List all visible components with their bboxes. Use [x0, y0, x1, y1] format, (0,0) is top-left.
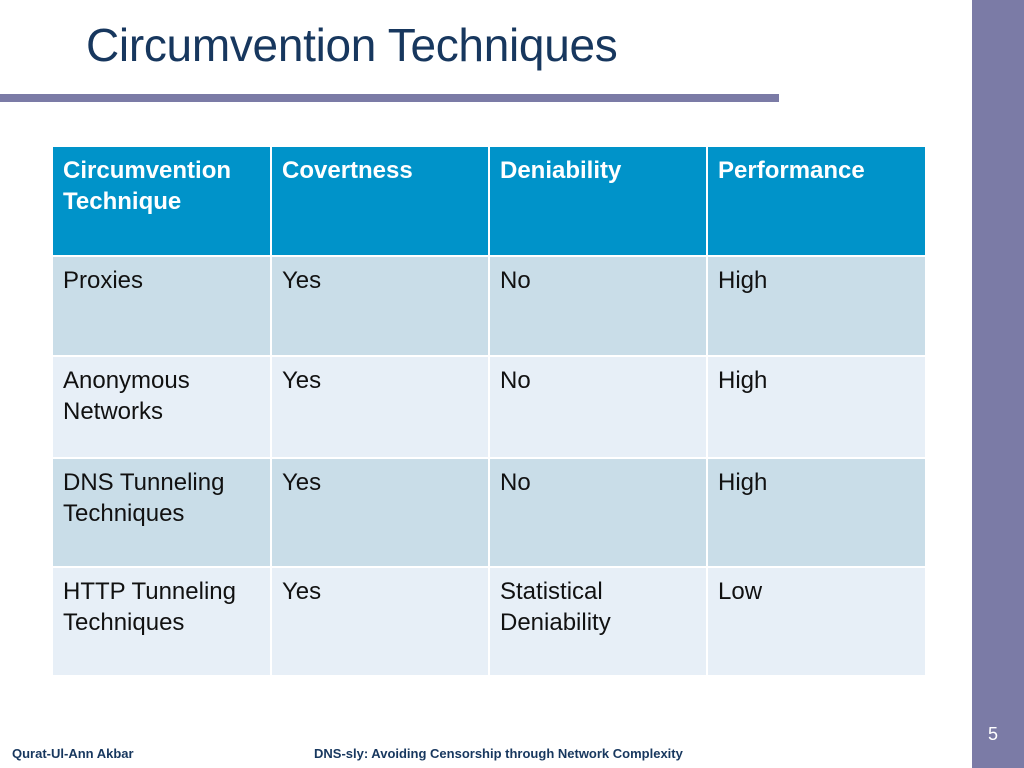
cell-deniability: No: [488, 255, 708, 357]
right-accent-bar: [972, 0, 1024, 768]
header-technique: Circumvention Technique: [53, 147, 272, 257]
slide-number: 5: [988, 724, 999, 744]
cell-technique: DNS Tunneling Techniques: [53, 457, 272, 568]
cell-deniability: Statistical Deniability: [488, 566, 708, 675]
cell-technique: Anonymous Networks: [53, 355, 272, 459]
footer-talk-title: DNS-sly: Avoiding Censorship through Net…: [314, 746, 683, 761]
cell-performance: High: [706, 355, 925, 459]
cell-deniability: No: [488, 355, 708, 459]
cell-covertness: Yes: [270, 566, 490, 675]
table-row: DNS Tunneling Techniques Yes No High: [53, 457, 925, 568]
table-row: HTTP Tunneling Techniques Yes Statistica…: [53, 566, 925, 675]
cell-performance: Low: [706, 566, 925, 675]
cell-technique: HTTP Tunneling Techniques: [53, 566, 272, 675]
title-underline: [0, 94, 779, 102]
header-performance: Performance: [706, 147, 925, 257]
cell-covertness: Yes: [270, 355, 490, 459]
cell-performance: High: [706, 255, 925, 357]
header-deniability: Deniability: [488, 147, 708, 257]
footer-author: Qurat-Ul-Ann Akbar: [12, 746, 134, 761]
cell-covertness: Yes: [270, 457, 490, 568]
table-row: Proxies Yes No High: [53, 255, 925, 357]
cell-deniability: No: [488, 457, 708, 568]
header-covertness: Covertness: [270, 147, 490, 257]
comparison-table: Circumvention Technique Covertness Denia…: [53, 147, 925, 675]
table-row: Anonymous Networks Yes No High: [53, 355, 925, 459]
cell-technique: Proxies: [53, 255, 272, 357]
slide-title: Circumvention Techniques: [86, 19, 618, 71]
cell-covertness: Yes: [270, 255, 490, 357]
cell-performance: High: [706, 457, 925, 568]
table-header-row: Circumvention Technique Covertness Denia…: [53, 147, 925, 257]
